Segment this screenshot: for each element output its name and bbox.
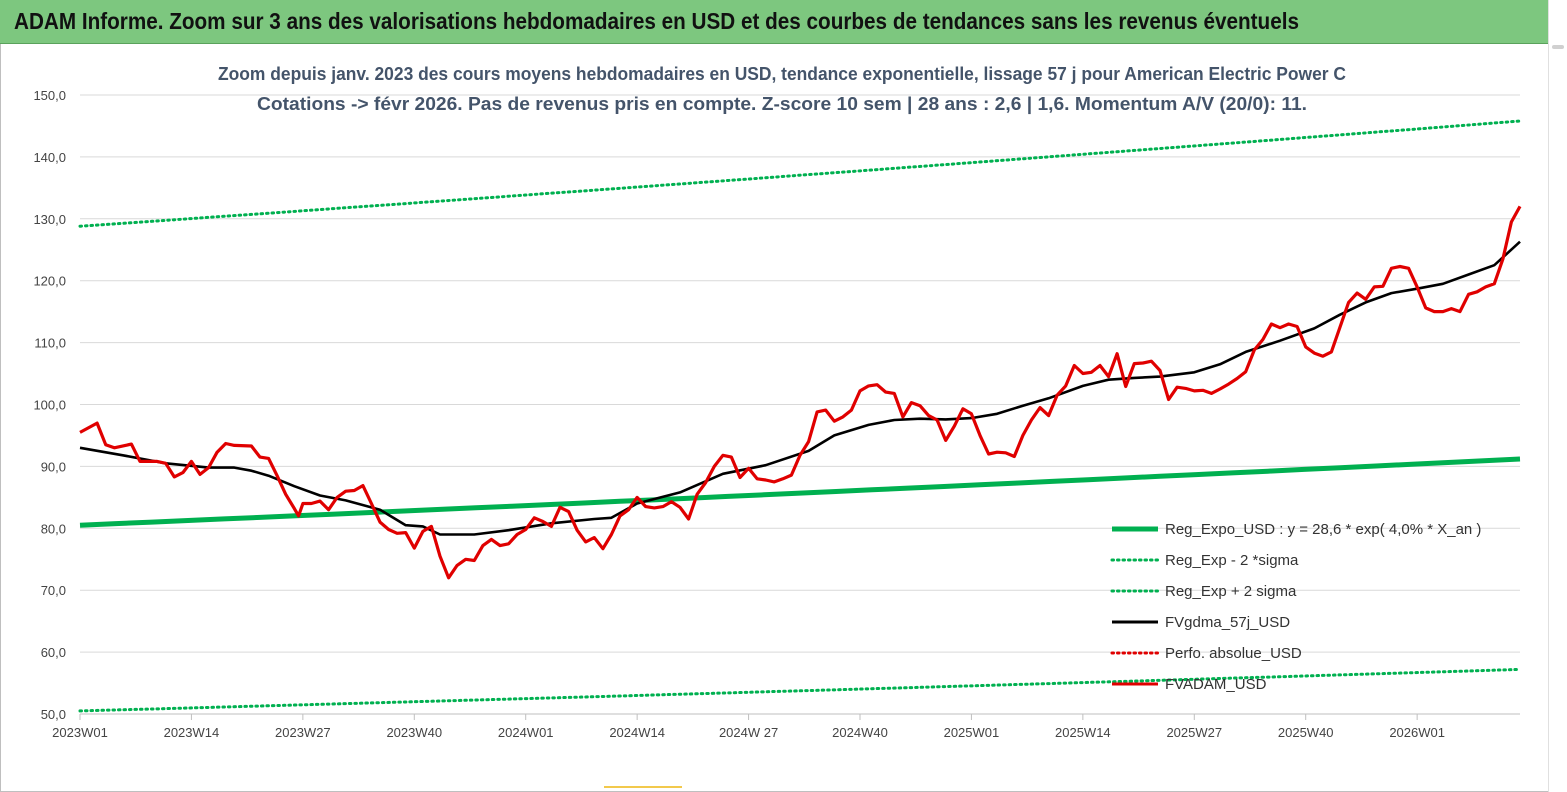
x-tick-label: 2023W14 <box>164 725 220 740</box>
bottom-marker <box>604 786 682 788</box>
y-tick-label: 80,0 <box>41 521 66 536</box>
x-tick-labels: 2023W01 2023W14 2023W27 2023W40 2024W01 2024W… <box>52 725 1445 740</box>
x-tick-label: 2024W14 <box>609 725 665 740</box>
y-tick-label: 140,0 <box>33 150 66 165</box>
legend-label: Reg_Expo_USD : y = 28,6 * exp( 4,0% * X_… <box>1165 521 1481 538</box>
price-line <box>79 205 1522 580</box>
x-tick-label: 2025W01 <box>944 725 1000 740</box>
scroll-notch-icon <box>1552 45 1564 49</box>
banner-title: ADAM Informe. Zoom sur 3 ans des valoris… <box>14 8 1299 34</box>
chart-title-line: Cotations -> févr 2026. Pas de revenus p… <box>257 94 1307 114</box>
legend-label: FVADAM_USD <box>1165 676 1267 693</box>
y-tick-label: 150,0 <box>33 88 66 103</box>
x-tick-label: 2024W40 <box>832 725 888 740</box>
regression-line <box>79 456 1521 528</box>
x-tick-label: 2023W27 <box>275 725 331 740</box>
axes <box>79 713 1520 720</box>
regression-lines <box>78 119 1522 713</box>
y-tick-label: 130,0 <box>33 212 66 227</box>
x-tick-label: 2025W14 <box>1055 725 1111 740</box>
y-tick-label: 50,0 <box>41 707 66 722</box>
x-tick-label: 2025W27 <box>1166 725 1222 740</box>
header-banner: ADAM Informe. Zoom sur 3 ans des valoris… <box>0 0 1548 44</box>
legend: Reg_Expo_USD : y = 28,6 * exp( 4,0% * X_… <box>1110 521 1481 693</box>
y-tick-label: 110,0 <box>34 336 66 351</box>
chart-title: Zoom depuis janv. 2023 des cours moyens … <box>218 64 1346 114</box>
moving-average-line <box>79 240 1521 536</box>
x-tick-label: 2024W 27 <box>719 725 778 740</box>
lower-band-line <box>78 667 1522 713</box>
legend-label: Perfo. absolue_USD <box>1165 645 1302 662</box>
x-tick-label: 2023W40 <box>386 725 442 740</box>
y-tick-label: 60,0 <box>41 645 66 660</box>
y-tick-label: 100,0 <box>33 398 66 413</box>
x-tick-label: 2024W01 <box>498 725 554 740</box>
y-tick-labels: 50,0 60,0 70,0 80,0 90,0 100,0 110,0 120,0 130,0… <box>33 88 66 722</box>
legend-label: Reg_Exp + 2 sigma <box>1165 583 1297 600</box>
x-tick-label: 2026W01 <box>1389 725 1445 740</box>
y-tick-label: 70,0 <box>41 583 66 598</box>
grid-lines <box>80 94 1520 653</box>
x-tick-label: 2023W01 <box>52 725 108 740</box>
data-series <box>79 205 1522 580</box>
chart-title-line: Zoom depuis janv. 2023 des cours moyens … <box>218 64 1346 84</box>
upper-band-line <box>78 119 1522 228</box>
y-tick-label: 90,0 <box>41 459 66 474</box>
legend-label: Reg_Exp - 2 *sigma <box>1165 552 1299 569</box>
legend-label: FVgdma_57j_USD <box>1165 614 1290 631</box>
x-tick-label: 2025W40 <box>1278 725 1334 740</box>
right-scroll-strip[interactable] <box>1548 0 1567 792</box>
y-tick-label: 120,0 <box>33 274 66 289</box>
